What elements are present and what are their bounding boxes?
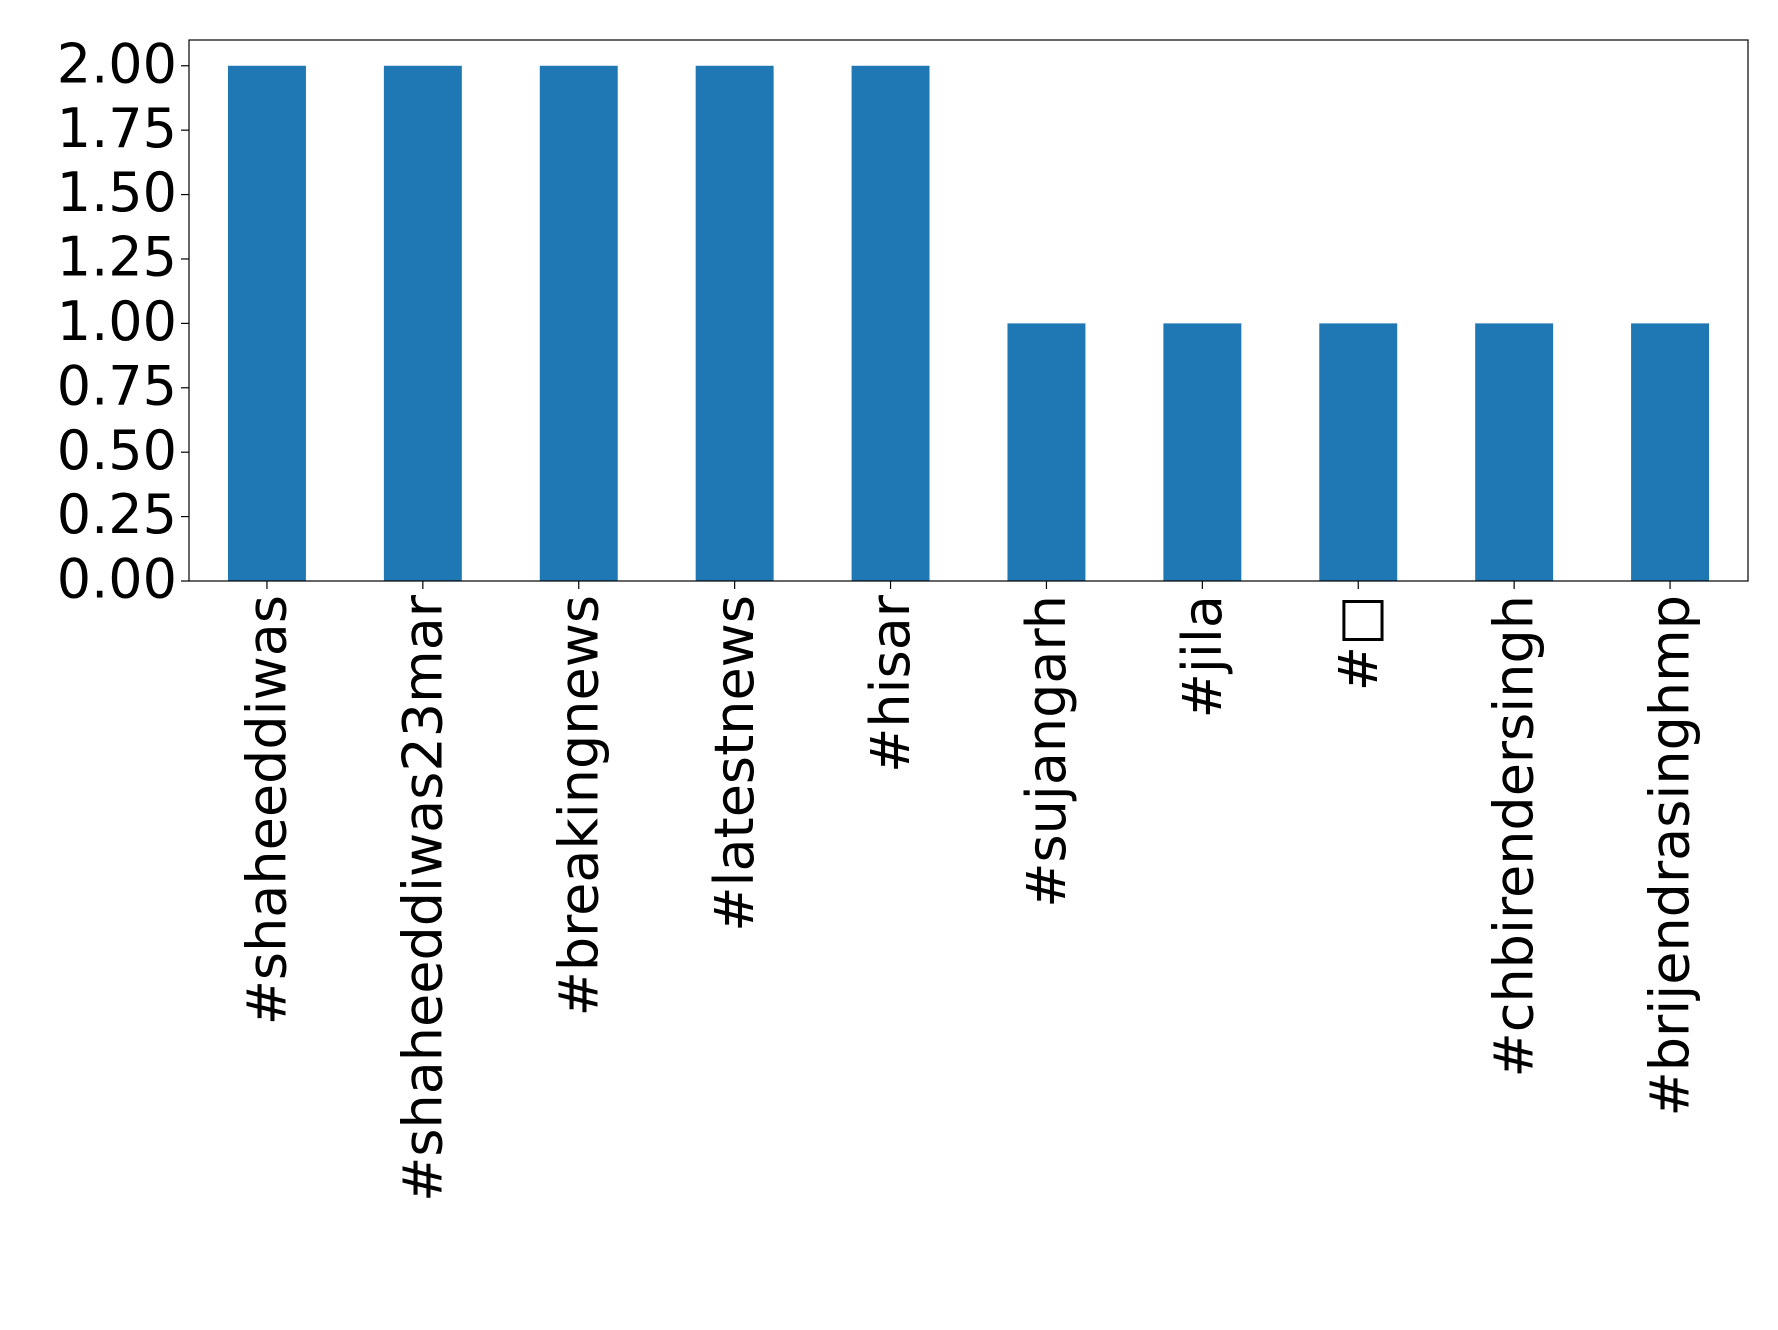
y-tick-label: 0.00 <box>57 548 177 611</box>
x-tick-label: #shaheeddiwas23mar <box>391 594 454 1202</box>
x-tick-label: #jila <box>1171 595 1234 718</box>
y-tick-label: 2.00 <box>57 32 177 95</box>
y-tick-label: 1.25 <box>57 226 177 289</box>
x-tick-label: #hisar <box>859 594 922 773</box>
bar <box>539 65 618 581</box>
bar <box>1007 323 1086 581</box>
y-tick-label: 0.50 <box>57 419 177 482</box>
x-tick-label: #shaheeddiwas <box>235 595 298 1025</box>
x-tick-label: #breakingnews <box>547 595 610 1016</box>
x-tick-label: #sujangarh <box>1015 595 1078 908</box>
bar <box>1319 323 1398 581</box>
bar <box>1631 323 1710 581</box>
y-tick-label: 1.00 <box>57 290 177 353</box>
y-tick-label: 0.75 <box>57 354 177 417</box>
x-tick-label: #latestnews <box>703 595 766 932</box>
x-tick-label: #□ <box>1327 595 1390 691</box>
bar <box>1475 323 1554 581</box>
x-tick-label: #chbirendersingh <box>1483 595 1546 1077</box>
bar <box>383 65 462 581</box>
y-tick-label: 1.50 <box>57 161 177 224</box>
bar <box>1163 323 1242 581</box>
y-tick-label: 1.75 <box>57 97 177 160</box>
bar <box>227 65 306 581</box>
y-tick-label: 0.25 <box>57 483 177 546</box>
x-tick-label: #brijendrasinghmp <box>1639 595 1702 1117</box>
plot-frame <box>188 39 1749 582</box>
bar <box>851 65 930 581</box>
bar <box>695 65 774 581</box>
